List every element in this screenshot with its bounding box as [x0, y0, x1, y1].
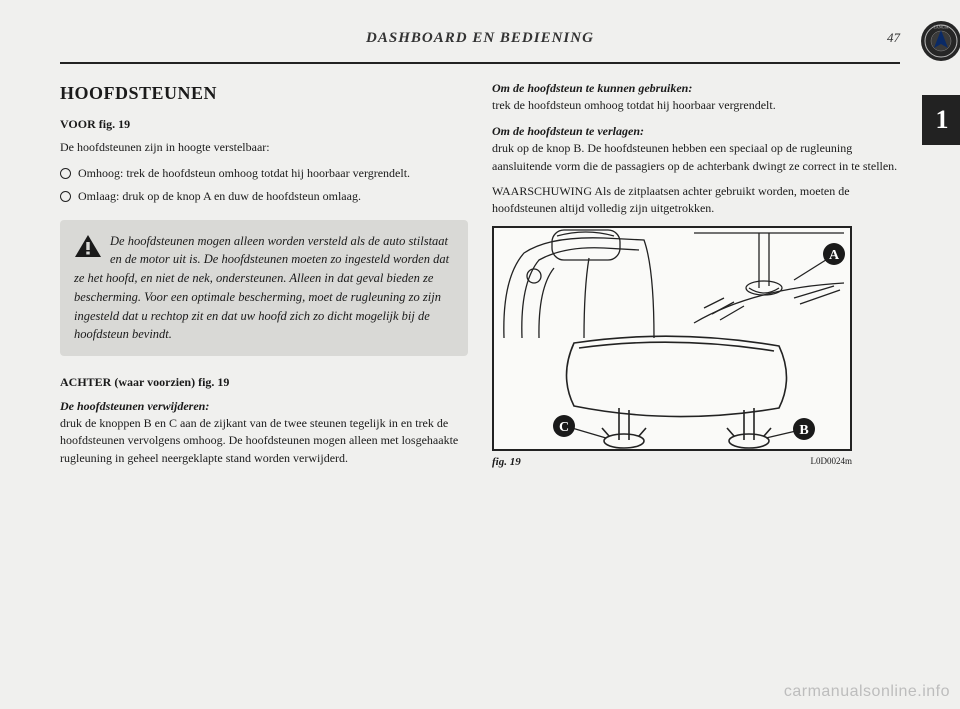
warn-paragraph: WAARSCHUWING Als de zitplaatsen achter g…: [492, 183, 900, 218]
use-paragraph: Om de hoofdsteun te kunnen gebruiken: tr…: [492, 80, 900, 115]
warning-icon: [74, 234, 102, 258]
use-lead: Om de hoofdsteun te kunnen gebruiken:: [492, 81, 692, 95]
warning-box: De hoofdsteunen mogen alleen worden vers…: [60, 220, 468, 357]
heading-achter: ACHTER (waar voorzien) fig. 19: [60, 374, 468, 391]
brand-logo: LANCIA: [920, 20, 960, 62]
figure-code: L0D0024m: [811, 455, 853, 471]
use-body: trek de hoofdsteun omhoog totdat hij hoo…: [492, 98, 776, 112]
list-item: Omhoog: trek de hoofdsteun omhoog totdat…: [60, 165, 468, 182]
list-item: Omlaag: druk op de knop A en duw de hoof…: [60, 188, 468, 205]
figure-caption-row: fig. 19 L0D0024m: [492, 455, 852, 471]
chapter-number: 1: [936, 105, 949, 135]
front-intro: De hoofdsteunen zijn in hoogte verstelba…: [60, 139, 468, 156]
heading-voor: VOOR fig. 19: [60, 116, 468, 133]
figure-19: A: [492, 226, 852, 451]
chapter-tab: 1: [922, 95, 960, 145]
front-bullet-list: Omhoog: trek de hoofdsteun omhoog totdat…: [60, 165, 468, 206]
svg-text:A: A: [829, 248, 840, 263]
page-number: 47: [887, 30, 900, 46]
right-column: Om de hoofdsteun te kunnen gebruiken: tr…: [492, 80, 900, 475]
lower-paragraph: Om de hoofdsteun te verlagen: druk op de…: [492, 123, 900, 175]
rear-paragraph: De hoofdsteunen verwijderen: druk de kno…: [60, 398, 468, 468]
svg-text:B: B: [799, 423, 808, 438]
rear-remove-body: druk de knoppen B en C aan de zijkant va…: [60, 416, 458, 465]
heading-hoofdsteunen: HOOFDSTEUNEN: [60, 80, 468, 106]
svg-text:C: C: [559, 420, 569, 435]
section-title: DASHBOARD EN BEDIENING: [60, 30, 900, 47]
watermark: carmanualsonline.info: [784, 683, 950, 701]
page-header: DASHBOARD EN BEDIENING 47: [60, 30, 900, 58]
left-column: HOOFDSTEUNEN VOOR fig. 19 De hoofdsteune…: [60, 80, 468, 475]
warning-text: De hoofdsteunen mogen alleen worden vers…: [74, 234, 449, 342]
figure-caption: fig. 19: [492, 455, 521, 471]
header-rule: [60, 62, 900, 64]
svg-text:LANCIA: LANCIA: [933, 25, 948, 30]
lower-lead: Om de hoofdsteun te verlagen:: [492, 124, 644, 138]
page: DASHBOARD EN BEDIENING 47 HOOFDSTEUNEN V…: [60, 30, 900, 670]
lower-body: druk op de knop B. De hoofdsteunen hebbe…: [492, 141, 897, 172]
rear-remove-lead: De hoofdsteunen verwijderen:: [60, 399, 209, 413]
